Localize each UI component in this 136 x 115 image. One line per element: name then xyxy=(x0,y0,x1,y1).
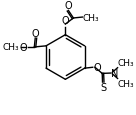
Text: N: N xyxy=(111,68,119,78)
Text: CH₃: CH₃ xyxy=(118,59,134,68)
Text: O: O xyxy=(19,43,27,53)
Text: O: O xyxy=(64,1,72,11)
Text: CH₃: CH₃ xyxy=(3,43,19,52)
Text: O: O xyxy=(31,28,39,38)
Text: O: O xyxy=(62,16,69,26)
Text: CH₃: CH₃ xyxy=(83,13,99,22)
Text: CH₃: CH₃ xyxy=(118,79,134,88)
Text: S: S xyxy=(100,83,106,93)
Text: O: O xyxy=(94,63,101,73)
